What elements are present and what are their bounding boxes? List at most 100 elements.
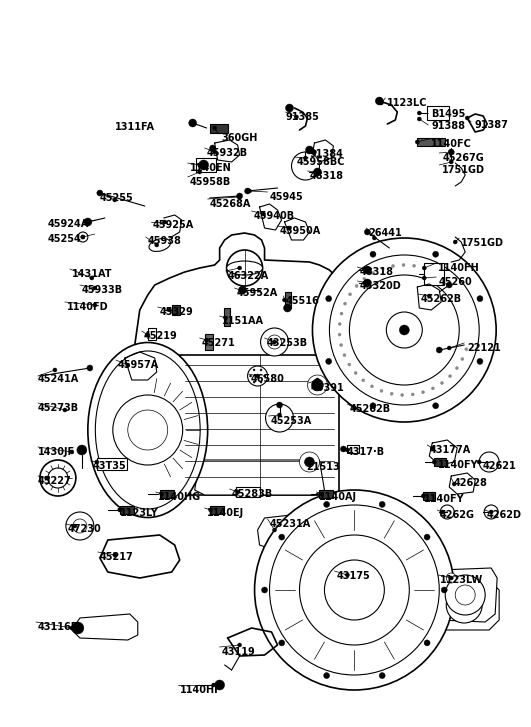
Text: 45253A: 45253A (270, 416, 312, 426)
Circle shape (433, 252, 439, 257)
Text: 4262D: 4262D (486, 510, 521, 520)
Polygon shape (135, 233, 341, 425)
Polygon shape (195, 460, 324, 495)
Circle shape (247, 189, 252, 193)
Circle shape (238, 286, 246, 294)
Text: 45329: 45329 (160, 307, 193, 317)
Text: 1431AT: 1431AT (72, 269, 113, 279)
Circle shape (417, 111, 421, 115)
Circle shape (250, 375, 252, 377)
Circle shape (461, 358, 464, 361)
Text: 1311FA: 1311FA (115, 122, 155, 132)
Text: 91388: 91388 (431, 121, 465, 131)
Bar (320, 490, 333, 498)
Circle shape (255, 374, 260, 378)
Circle shape (323, 672, 330, 678)
Text: 45932B: 45932B (207, 148, 248, 158)
Text: 46322A: 46322A (228, 271, 269, 281)
Circle shape (278, 413, 281, 417)
Text: 45952A: 45952A (237, 288, 278, 298)
Circle shape (387, 312, 422, 348)
Circle shape (266, 404, 294, 432)
Circle shape (343, 353, 346, 357)
Circle shape (363, 266, 371, 274)
Circle shape (63, 408, 67, 412)
Circle shape (477, 358, 483, 364)
Text: 45924A: 45924A (48, 219, 89, 229)
Circle shape (340, 312, 343, 315)
Bar (224, 308, 229, 326)
Polygon shape (72, 614, 138, 640)
Text: 45262B: 45262B (420, 294, 461, 304)
Circle shape (245, 188, 251, 194)
Circle shape (253, 381, 255, 383)
Circle shape (365, 281, 370, 285)
Circle shape (424, 534, 430, 540)
Circle shape (272, 528, 277, 532)
Polygon shape (429, 580, 499, 630)
Text: 46580: 46580 (251, 374, 285, 384)
Text: 91384: 91384 (310, 149, 344, 159)
Polygon shape (258, 514, 324, 552)
Circle shape (370, 252, 376, 257)
Circle shape (379, 502, 385, 507)
Circle shape (260, 369, 262, 371)
Circle shape (305, 146, 313, 154)
Text: 45933B: 45933B (82, 285, 123, 295)
Circle shape (422, 276, 426, 280)
Text: 45268A: 45268A (210, 199, 251, 209)
Text: 45391: 45391 (311, 383, 344, 393)
Text: 1151AA: 1151AA (221, 316, 263, 326)
Circle shape (324, 560, 384, 620)
Circle shape (413, 264, 416, 268)
Circle shape (446, 282, 452, 288)
Circle shape (345, 448, 349, 452)
Text: 43119: 43119 (221, 647, 255, 657)
Circle shape (363, 277, 366, 281)
Circle shape (247, 366, 268, 386)
Circle shape (375, 97, 383, 105)
Text: 45938: 45938 (148, 236, 182, 246)
Circle shape (237, 643, 242, 647)
Circle shape (155, 243, 159, 247)
Circle shape (449, 160, 453, 164)
Text: 45219: 45219 (144, 331, 177, 341)
Circle shape (40, 460, 76, 496)
Circle shape (236, 490, 239, 494)
Bar (97, 458, 127, 470)
Circle shape (73, 519, 87, 533)
Circle shape (338, 323, 341, 326)
Circle shape (452, 482, 456, 486)
Polygon shape (100, 535, 179, 578)
Circle shape (272, 340, 277, 344)
Circle shape (313, 168, 321, 176)
Circle shape (312, 150, 316, 154)
Text: 1140EN: 1140EN (190, 163, 232, 173)
Ellipse shape (149, 238, 170, 252)
Text: 1123LY: 1123LY (120, 508, 159, 518)
Circle shape (363, 279, 371, 287)
Circle shape (237, 193, 243, 199)
Circle shape (287, 226, 292, 230)
Text: 91387: 91387 (474, 120, 508, 130)
Circle shape (307, 375, 328, 395)
Text: 45217: 45217 (100, 552, 134, 562)
Circle shape (315, 378, 320, 382)
Circle shape (371, 385, 373, 387)
Bar (423, 492, 435, 500)
Circle shape (189, 119, 196, 127)
Circle shape (440, 510, 444, 514)
Text: 21513: 21513 (306, 462, 340, 472)
Circle shape (449, 150, 453, 154)
Text: 1751GD: 1751GD (442, 165, 485, 175)
Circle shape (379, 672, 385, 678)
Text: 1123LW: 1123LW (440, 575, 484, 585)
Circle shape (237, 266, 242, 270)
Circle shape (344, 302, 347, 305)
Circle shape (90, 276, 94, 280)
Circle shape (81, 235, 85, 239)
Circle shape (254, 490, 454, 690)
Text: 42621: 42621 (482, 461, 516, 471)
Circle shape (72, 622, 84, 634)
Circle shape (279, 640, 285, 646)
